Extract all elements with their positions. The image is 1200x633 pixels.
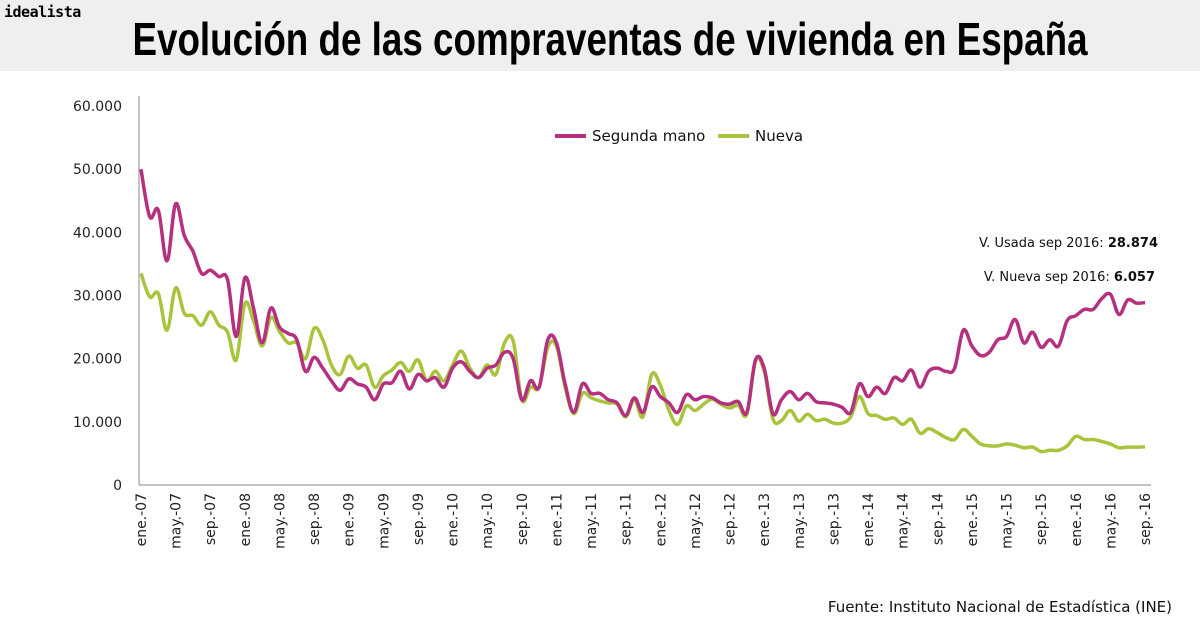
- y-tick-label: 40.000: [73, 225, 122, 241]
- annotations: V. Usada sep 2016: 28.874 V. Nueva sep 2…: [979, 236, 1158, 285]
- x-tick-label: ene.-12: [653, 493, 669, 546]
- annotation-nueva-value: 6.057: [1114, 270, 1155, 285]
- x-tick-label: may.-09: [376, 493, 392, 549]
- x-tick-label: may.-13: [792, 493, 808, 549]
- legend: Segunda mano Nueva: [555, 127, 803, 145]
- x-tick-label: sep.-09: [411, 493, 427, 545]
- series-lines: [139, 168, 1146, 454]
- x-tick-label: may.-07: [169, 493, 185, 549]
- legend-label-nueva: Nueva: [755, 127, 803, 145]
- x-tick-label: sep.-10: [515, 493, 531, 545]
- x-tick-label: may.-10: [480, 493, 496, 549]
- annotation-usada-label: V. Usada sep 2016:: [979, 236, 1104, 251]
- x-tick-label: sep.-15: [1034, 493, 1050, 545]
- x-tick-label: may.-16: [1103, 493, 1119, 549]
- x-tick-label: sep.-08: [307, 493, 323, 545]
- annotation-nueva: V. Nueva sep 2016: 6.057: [984, 270, 1155, 285]
- series-line-nueva: [139, 272, 1146, 454]
- x-tick-label: ene.-11: [549, 493, 565, 546]
- x-tick-label: may.-08: [272, 493, 288, 549]
- x-tick-label: sep.-12: [723, 493, 739, 545]
- y-tick-label: 0: [113, 478, 122, 494]
- y-tick-label: 50.000: [73, 162, 122, 178]
- y-tick-label: 30.000: [73, 289, 122, 305]
- x-tick-label: ene.-15: [965, 493, 981, 546]
- header-band: idealista Evolución de las compraventas …: [0, 0, 1200, 71]
- x-tick-label: may.-15: [1000, 493, 1016, 549]
- y-tick-label: 10.000: [73, 415, 122, 431]
- annotation-usada: V. Usada sep 2016: 28.874: [979, 236, 1158, 251]
- x-tick-label: may.-11: [584, 493, 600, 549]
- x-tick-label: sep.-13: [826, 493, 842, 545]
- y-tick-label: 60.000: [73, 99, 122, 115]
- y-tick-label: 20.000: [73, 352, 122, 368]
- x-tick-label: sep.-11: [619, 493, 635, 545]
- x-tick-label: sep.-16: [1138, 493, 1154, 545]
- x-tick-label: ene.-08: [238, 493, 254, 546]
- x-tick-label: may.-14: [896, 493, 912, 549]
- x-tick-label: sep.-07: [203, 493, 219, 545]
- legend-label-segunda-mano: Segunda mano: [592, 127, 705, 145]
- series-line-segunda-mano: [139, 168, 1146, 418]
- x-tick-label: ene.-16: [1069, 493, 1085, 547]
- axes: 0 10.000 20.000 30.000 40.000 50.000 60.000 ene…: [73, 96, 1154, 549]
- x-tick-label: may.-12: [688, 493, 704, 549]
- x-tick-label: ene.-13: [757, 493, 773, 546]
- idealista-logo: idealista: [4, 3, 81, 21]
- x-tick-label: ene.-10: [446, 493, 462, 546]
- x-tick-label: ene.-14: [861, 493, 877, 547]
- annotation-nueva-label: V. Nueva sep 2016:: [984, 270, 1110, 285]
- x-tick-label: sep.-14: [930, 493, 946, 545]
- source-note: Fuente: Instituto Nacional de Estadístic…: [827, 598, 1172, 616]
- annotation-usada-value: 28.874: [1108, 236, 1158, 251]
- x-tick-label: ene.-09: [342, 493, 358, 546]
- x-tick-label: ene.-07: [134, 493, 150, 546]
- chart-title: Evolución de las compraventas de viviend…: [132, 13, 1088, 65]
